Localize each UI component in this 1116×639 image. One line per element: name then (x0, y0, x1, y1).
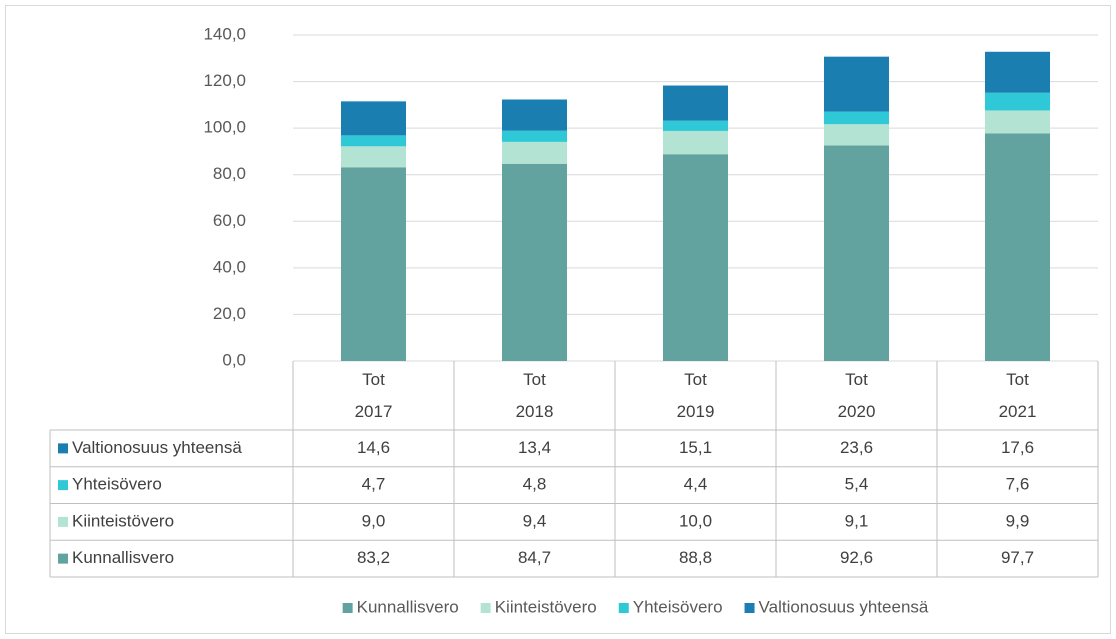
table-cell: 4,8 (523, 475, 547, 494)
y-tick-label: 140,0 (203, 24, 246, 43)
table-cell: 88,8 (679, 548, 712, 567)
legend-key (480, 603, 491, 613)
bar-segment (985, 133, 1050, 361)
x-tick-label: Tot 2021 (998, 370, 1037, 421)
bar-segment (985, 110, 1050, 134)
y-tick-label: 40,0 (213, 257, 246, 276)
table-cell: 23,6 (840, 438, 873, 457)
table-cell: 84,7 (518, 548, 551, 567)
y-tick-label: 120,0 (203, 71, 246, 90)
table-cell: 92,6 (840, 548, 873, 567)
bar-segment (985, 51, 1050, 93)
chart-border (5, 5, 1111, 634)
bar-segment (341, 101, 406, 136)
bar-segment (824, 56, 889, 112)
table-cell: 17,6 (1001, 438, 1034, 457)
y-tick-label: 80,0 (213, 164, 246, 183)
table-cell: 97,7 (1001, 548, 1034, 567)
bar-segment (341, 135, 406, 147)
legend-label: Kiinteistövero (495, 597, 597, 616)
bar-segment (502, 99, 567, 131)
bar-segment (663, 85, 728, 121)
y-tick-label: 100,0 (203, 118, 246, 137)
x-tick-label: Tot 2018 (515, 370, 554, 421)
legend-key (342, 603, 353, 613)
legend-key (744, 603, 755, 613)
table-cell: 83,2 (357, 548, 390, 567)
table-cell: 9,1 (845, 511, 869, 530)
y-tick-label: 20,0 (213, 304, 246, 323)
bar-segment (824, 145, 889, 361)
legend-label: Yhteisövero (633, 597, 723, 616)
legend-key (58, 443, 68, 454)
bar-segment (985, 92, 1050, 111)
bar-segment (502, 130, 567, 142)
x-tick-label: Tot 2020 (837, 370, 876, 421)
table-cell: 4,7 (362, 475, 386, 494)
table-row-label: Yhteisövero (72, 475, 162, 494)
table-cell: 9,9 (1006, 511, 1030, 530)
legend-key (58, 553, 68, 564)
table-cell: 9,0 (362, 511, 386, 530)
table-cell: 15,1 (679, 438, 712, 457)
legend-key (58, 516, 68, 527)
bar-segment (824, 124, 889, 146)
x-tick-label: Tot 2019 (676, 370, 715, 421)
bar-segment (341, 167, 406, 361)
table-cell: 14,6 (357, 438, 390, 457)
bar-segment (663, 130, 728, 155)
table-row-label: Kunnallisvero (72, 548, 174, 567)
table-cell: 13,4 (518, 438, 551, 457)
table-row-label: Kiinteistövero (72, 511, 174, 530)
table-cell: 4,4 (684, 475, 708, 494)
bar-segment (663, 154, 728, 361)
legend-key (58, 480, 68, 491)
legend-key (618, 603, 629, 613)
bar-segment (502, 141, 567, 164)
bar-segment (663, 120, 728, 131)
legend-label: Kunnallisvero (357, 597, 459, 616)
table-cell: 10,0 (679, 511, 712, 530)
table-row-label: Valtionosuus yhteensä (72, 438, 242, 457)
table-cell: 5,4 (845, 475, 869, 494)
bar-segment (824, 111, 889, 125)
legend-label: Valtionosuus yhteensä (759, 597, 929, 616)
bar-segment (341, 146, 406, 168)
table-cell: 9,4 (523, 511, 547, 530)
y-tick-label: 0,0 (222, 350, 246, 369)
table-cell: 7,6 (1006, 475, 1030, 494)
x-tick-label: Tot 2017 (354, 370, 393, 421)
bar-segment (502, 163, 567, 361)
y-tick-label: 60,0 (213, 211, 246, 230)
